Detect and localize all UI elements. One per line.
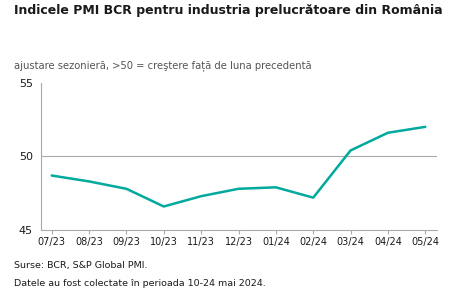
Text: Indicele PMI BCR pentru industria prelucrătoare din România: Indicele PMI BCR pentru industria preluc… — [14, 4, 442, 17]
Text: ajustare sezonieră, >50 = creştere față de luna precedentă: ajustare sezonieră, >50 = creştere față … — [14, 60, 311, 71]
Text: Surse: BCR, S&P Global PMI.: Surse: BCR, S&P Global PMI. — [14, 261, 147, 270]
Text: Datele au fost colectate în perioada 10-24 mai 2024.: Datele au fost colectate în perioada 10-… — [14, 279, 265, 288]
